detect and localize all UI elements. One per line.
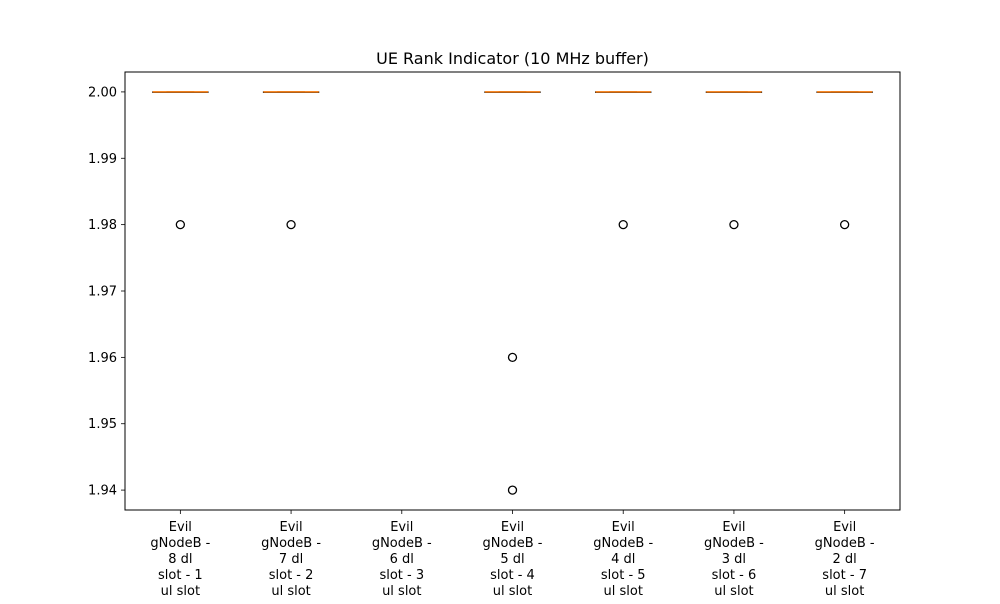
x-tick-label: Evil gNodeB -4 dl slot - 5 ul slot	[593, 520, 653, 599]
outlier-point	[507, 485, 518, 495]
y-tick-label: 1.94	[88, 484, 117, 499]
y-tick-label: 1.96	[88, 351, 117, 366]
box-group	[816, 91, 873, 230]
y-tick-label: 1.99	[88, 152, 117, 167]
outlier-point	[175, 219, 186, 230]
outlier-point	[507, 352, 518, 363]
x-tick-label: Evil gNodeB -3 dl slot - 6 ul slot	[704, 520, 764, 599]
y-tick-label: 1.97	[88, 285, 117, 300]
x-tick-label: Evil gNodeB -2 dl slot - 7 ul slot	[815, 520, 875, 599]
y-tick-label: 1.98	[88, 218, 117, 233]
box-group	[705, 91, 763, 230]
outlier-point	[839, 219, 850, 230]
outlier-point	[286, 219, 296, 230]
plot-area: 1.94 1.95 1.96 1.97 1.98 1.99 2.00 Evil gNodeB -…	[88, 71, 901, 599]
x-tick-label: Evil gNodeB -7 dl slot - 2 ul slot	[261, 520, 321, 599]
box-group	[484, 91, 541, 495]
outlier-point	[729, 219, 739, 230]
x-tick-label: Evil gNodeB -8 dl slot - 1 ul slot	[150, 520, 210, 599]
chart-title: UE Rank Indicator (10 MHz buffer)	[376, 49, 649, 68]
x-tick-label: Evil gNodeB -6 dl slot - 3 ul slot	[372, 520, 432, 599]
box-group	[152, 91, 209, 230]
y-tick-label: 1.95	[88, 417, 117, 432]
y-tick-label: 2.00	[88, 85, 117, 100]
plot-frame	[124, 71, 901, 511]
box-group	[262, 91, 320, 230]
outlier-point	[618, 219, 628, 230]
box-group	[595, 91, 652, 230]
x-tick-label: Evil gNodeB -5 dl slot - 4 ul slot	[483, 520, 543, 599]
